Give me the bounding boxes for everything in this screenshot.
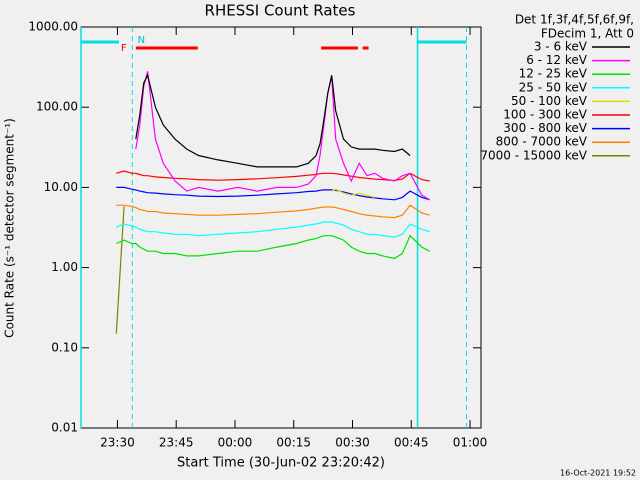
legend-label: 12 - 25 keV	[519, 67, 588, 81]
legend-header: FDecim 1, Att 0	[541, 27, 634, 41]
x-tick-label: 00:45	[394, 436, 429, 450]
legend-label: 800 - 7000 keV	[496, 135, 588, 149]
series-line	[116, 186, 430, 201]
y-tick-label: 1.00	[51, 260, 78, 274]
y-tick-label: 100.00	[36, 100, 78, 114]
series-line	[116, 234, 430, 260]
legend-label: 300 - 800 keV	[503, 121, 587, 135]
y-tick-label: 0.01	[51, 421, 78, 435]
legend-label: 7000 - 15000 keV	[480, 148, 587, 162]
y-tick-label: 1000.00	[28, 20, 78, 34]
legend-label: 50 - 100 keV	[511, 94, 588, 108]
chart-title: RHESSI Count Rates	[205, 2, 356, 20]
x-tick-label: 00:15	[276, 436, 311, 450]
legend-label: 3 - 6 keV	[534, 40, 588, 54]
x-tick-label: 00:00	[218, 436, 253, 450]
x-tick-label: 00:30	[335, 436, 370, 450]
legend-header: Det 1f,3f,4f,5f,6f,9f,	[515, 13, 634, 27]
series-line	[116, 170, 430, 182]
night-label: N	[138, 35, 145, 46]
series-line	[135, 71, 431, 201]
series-line	[135, 73, 411, 168]
x-axis-label: Start Time (30-Jun-02 23:20:42)	[177, 456, 385, 471]
x-tick-label: 01:00	[453, 436, 488, 450]
flare-label: F	[121, 43, 127, 54]
series-line	[115, 206, 125, 334]
y-tick-label: 0.10	[51, 340, 78, 354]
x-tick-label: 23:30	[100, 436, 135, 450]
series-line	[116, 221, 430, 238]
series-line	[116, 204, 430, 219]
legend-label: 6 - 12 keV	[526, 53, 588, 67]
y-axis-label: Count Rate (s⁻¹ detector segment⁻¹)	[3, 118, 17, 338]
x-tick-label: 23:45	[159, 436, 194, 450]
legend-label: 100 - 300 keV	[503, 108, 587, 122]
legend-label: 25 - 50 keV	[519, 80, 588, 94]
series-line	[331, 188, 375, 198]
footer: 16-Oct-2021 19:52	[560, 469, 636, 478]
y-tick-label: 10.00	[44, 180, 78, 194]
